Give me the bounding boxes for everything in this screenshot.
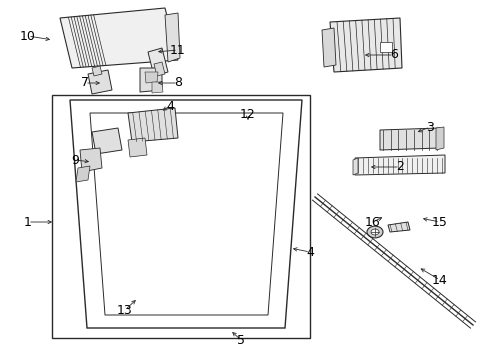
Polygon shape xyxy=(321,28,335,67)
Text: 6: 6 xyxy=(389,49,397,62)
Text: 3: 3 xyxy=(425,121,433,134)
Polygon shape xyxy=(354,155,444,175)
Text: 4: 4 xyxy=(166,99,174,112)
Text: 10: 10 xyxy=(20,30,36,42)
Bar xyxy=(52,95,309,338)
Polygon shape xyxy=(435,127,443,150)
Text: 4: 4 xyxy=(305,246,313,258)
Polygon shape xyxy=(140,68,162,92)
Polygon shape xyxy=(352,158,357,175)
Text: 13: 13 xyxy=(117,303,133,316)
Polygon shape xyxy=(128,138,147,157)
Polygon shape xyxy=(379,128,439,150)
Polygon shape xyxy=(148,48,168,76)
Text: 11: 11 xyxy=(170,44,185,57)
Polygon shape xyxy=(92,128,122,154)
Text: 2: 2 xyxy=(395,161,403,174)
Polygon shape xyxy=(88,70,112,94)
Polygon shape xyxy=(92,66,102,76)
Polygon shape xyxy=(145,72,158,83)
Text: 14: 14 xyxy=(431,274,447,287)
Polygon shape xyxy=(128,108,178,142)
Polygon shape xyxy=(387,222,409,232)
Text: 8: 8 xyxy=(174,77,182,90)
Text: 1: 1 xyxy=(24,216,32,229)
Text: 7: 7 xyxy=(81,77,89,90)
Circle shape xyxy=(366,226,382,238)
Polygon shape xyxy=(164,13,180,62)
Polygon shape xyxy=(154,62,164,76)
Polygon shape xyxy=(152,82,163,93)
Bar xyxy=(379,42,391,52)
Polygon shape xyxy=(329,18,401,72)
Text: 15: 15 xyxy=(431,216,447,229)
Text: 12: 12 xyxy=(240,108,255,121)
Circle shape xyxy=(370,229,378,235)
Polygon shape xyxy=(76,166,90,182)
Polygon shape xyxy=(80,148,102,172)
Text: 5: 5 xyxy=(237,333,244,346)
Polygon shape xyxy=(60,8,178,68)
Text: 9: 9 xyxy=(71,153,79,166)
Text: 16: 16 xyxy=(365,216,380,229)
